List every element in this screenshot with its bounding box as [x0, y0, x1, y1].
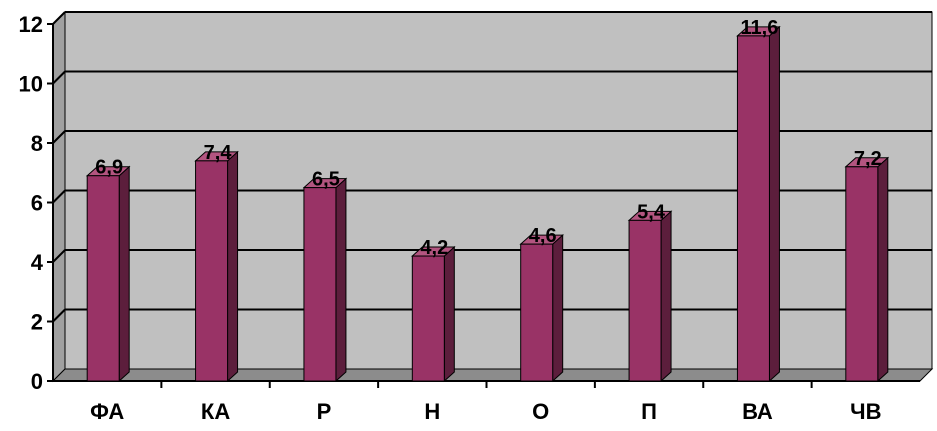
x-tick-label: ФА [90, 399, 124, 424]
x-tick-label: П [641, 399, 657, 424]
y-tick-label: 2 [31, 310, 43, 335]
plot-floor [51, 368, 934, 382]
data-label: 4,6 [529, 225, 557, 247]
y-tick-label: 4 [31, 250, 44, 275]
x-tick-label: Н [424, 399, 440, 424]
bar-side [118, 165, 130, 383]
y-tick-label: 10 [19, 72, 43, 97]
gridline-side [52, 249, 66, 263]
bar [845, 166, 879, 382]
data-label: 5,4 [637, 201, 666, 223]
data-label: 4,2 [420, 237, 448, 259]
data-label: 6,9 [95, 157, 123, 179]
data-label: 6,5 [312, 169, 340, 191]
bar-side [443, 245, 455, 383]
bar [195, 160, 229, 382]
x-tick-label: ЧВ [850, 399, 881, 424]
x-tick-label: КА [201, 399, 230, 424]
bar-side [768, 25, 780, 383]
bar-side [877, 156, 889, 383]
y-tick-label: 6 [31, 191, 43, 216]
gridline-side [52, 130, 66, 144]
gridline-side [52, 11, 66, 25]
bar [86, 175, 120, 382]
gridline-side [52, 189, 66, 204]
y-tick-label: 8 [31, 131, 43, 156]
bar [411, 255, 445, 382]
gridline-side [52, 308, 66, 323]
bar-side [335, 177, 347, 383]
bar [303, 187, 337, 382]
y-tick-label: 0 [31, 369, 43, 394]
bar [520, 243, 554, 382]
bar-side [660, 210, 672, 383]
gridline-side [52, 70, 66, 85]
x-tick-label: ВА [742, 399, 773, 424]
x-tick-label: О [532, 399, 549, 424]
bar-side [552, 234, 564, 383]
data-label: 7,4 [204, 142, 233, 164]
bar-side [227, 150, 239, 383]
bar [628, 219, 662, 382]
data-label: 7,2 [854, 148, 882, 170]
bar [736, 35, 770, 382]
y-tick-label: 12 [19, 12, 43, 37]
data-label: 11,6 [741, 17, 779, 39]
x-tick-label: Р [317, 399, 332, 424]
